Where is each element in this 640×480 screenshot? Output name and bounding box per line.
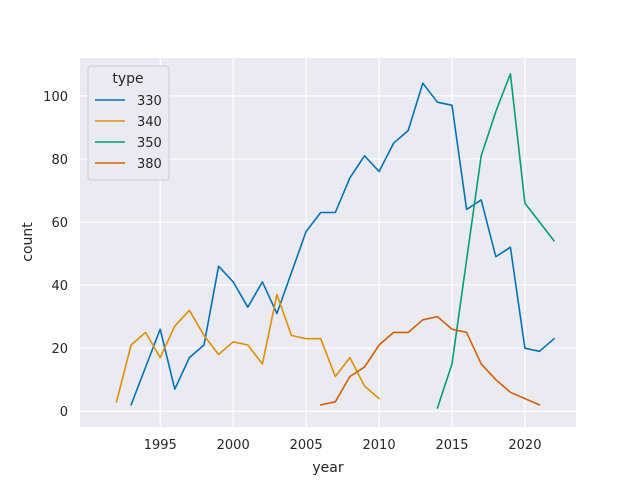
x-tick-label: 2005 — [290, 438, 323, 453]
x-tick-label: 1995 — [144, 438, 177, 453]
y-tick-label: 20 — [51, 342, 68, 357]
x-axis-label: year — [312, 460, 343, 476]
legend-label-350: 350 — [137, 136, 162, 151]
y-tick-labels: 0 20 40 60 80 100 — [43, 90, 68, 420]
y-tick-label: 40 — [51, 279, 68, 294]
y-axis-label: count — [20, 222, 36, 262]
y-tick-label: 100 — [43, 90, 68, 105]
series-line-380 — [319, 315, 541, 406]
y-tick-label: 80 — [51, 153, 68, 168]
grid-lines — [80, 58, 576, 427]
legend-items: 330 340 350 380 — [95, 94, 162, 172]
legend-box — [87, 65, 170, 181]
legend-title: type — [112, 71, 143, 87]
series-line-340 — [115, 293, 380, 403]
legend-label-330: 330 — [137, 94, 162, 109]
y-tick-label: 60 — [51, 216, 68, 231]
x-tick-label: 2000 — [217, 438, 250, 453]
x-tick-label: 2010 — [363, 438, 396, 453]
legend-label-340: 340 — [137, 115, 162, 130]
series-line-330 — [130, 82, 555, 406]
series-line-350 — [436, 73, 555, 409]
legend-label-380: 380 — [137, 157, 162, 172]
legend: type 330 340 350 380 — [87, 65, 170, 181]
series-lines — [115, 73, 555, 409]
y-tick-label: 0 — [60, 405, 68, 420]
x-tick-label: 2015 — [435, 438, 468, 453]
x-tick-label: 2020 — [508, 438, 541, 453]
x-tick-labels: 1995 2000 2005 2010 2015 2020 — [144, 438, 542, 453]
